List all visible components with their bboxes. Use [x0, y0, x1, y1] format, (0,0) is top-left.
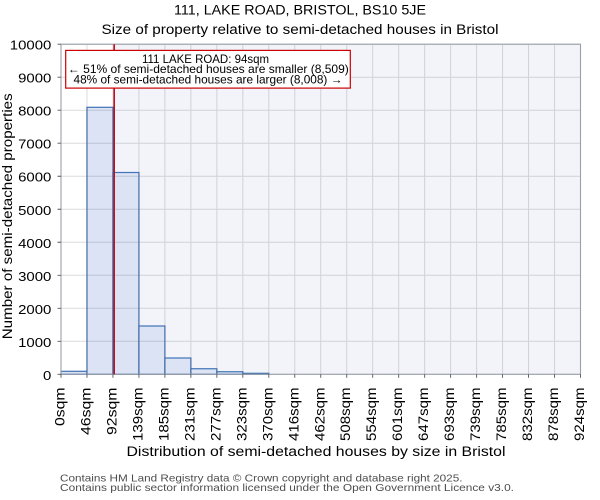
svg-text:6000: 6000	[18, 170, 51, 185]
svg-text:0: 0	[43, 368, 51, 383]
svg-text:185sqm: 185sqm	[156, 388, 171, 442]
svg-text:111 LAKE ROAD: 94sqm: 111 LAKE ROAD: 94sqm	[142, 53, 269, 66]
svg-text:370sqm: 370sqm	[260, 388, 275, 442]
svg-text:231sqm: 231sqm	[182, 388, 197, 442]
svg-text:Distribution of semi-detached: Distribution of semi-detached houses by …	[127, 444, 506, 459]
svg-text:878sqm: 878sqm	[546, 388, 561, 442]
svg-text:8000: 8000	[18, 104, 51, 119]
svg-text:1000: 1000	[18, 335, 51, 350]
svg-text:48% of semi-detached houses ar: 48% of semi-detached houses are larger (…	[74, 74, 343, 87]
svg-text:139sqm: 139sqm	[130, 388, 145, 442]
svg-text:5000: 5000	[18, 203, 51, 218]
svg-text:4000: 4000	[18, 236, 51, 251]
svg-text:647sqm: 647sqm	[416, 388, 431, 442]
svg-text:Number of semi-detached proper: Number of semi-detached properties	[0, 93, 15, 339]
svg-text:Contains HM Land Registry data: Contains HM Land Registry data © Crown c…	[60, 472, 463, 484]
svg-text:46sqm: 46sqm	[78, 388, 93, 436]
svg-text:601sqm: 601sqm	[390, 388, 405, 442]
svg-text:10000: 10000	[10, 38, 52, 53]
svg-text:Size of property relative to s: Size of property relative to semi-detach…	[102, 22, 499, 37]
svg-text:← 51% of semi-detached houses: ← 51% of semi-detached houses are smalle…	[68, 63, 349, 76]
svg-text:92sqm: 92sqm	[104, 388, 119, 436]
svg-text:323sqm: 323sqm	[234, 388, 249, 442]
svg-text:2000: 2000	[18, 302, 51, 317]
svg-text:693sqm: 693sqm	[442, 388, 457, 442]
svg-text:924sqm: 924sqm	[572, 388, 587, 442]
svg-text:508sqm: 508sqm	[338, 388, 353, 442]
svg-text:111, LAKE ROAD, BRISTOL, BS10: 111, LAKE ROAD, BRISTOL, BS10 5JE	[174, 3, 426, 18]
svg-text:785sqm: 785sqm	[494, 388, 509, 442]
svg-text:3000: 3000	[18, 269, 51, 284]
svg-text:739sqm: 739sqm	[468, 388, 483, 442]
svg-text:277sqm: 277sqm	[208, 388, 223, 442]
svg-text:416sqm: 416sqm	[286, 388, 301, 442]
svg-text:554sqm: 554sqm	[364, 388, 379, 442]
svg-text:832sqm: 832sqm	[520, 388, 535, 442]
svg-text:0sqm: 0sqm	[53, 388, 68, 427]
svg-text:Contains public sector informa: Contains public sector information licen…	[60, 482, 514, 494]
svg-text:9000: 9000	[18, 71, 51, 86]
svg-text:462sqm: 462sqm	[312, 388, 327, 442]
svg-text:7000: 7000	[18, 137, 51, 152]
